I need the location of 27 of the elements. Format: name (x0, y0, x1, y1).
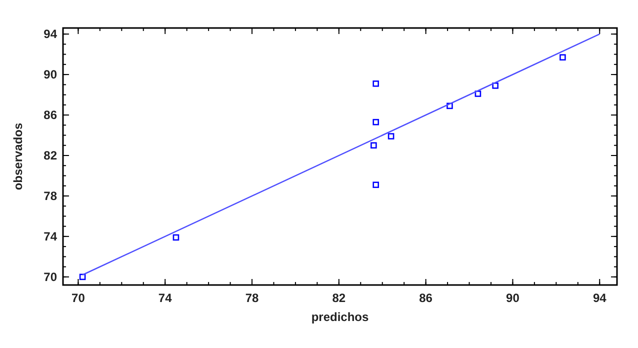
x-tick-label: 78 (245, 291, 260, 305)
y-tick-label: 74 (44, 229, 58, 244)
x-tick-label: 90 (506, 291, 520, 305)
x-tick-label: 70 (72, 291, 86, 305)
x-tick-label: 74 (158, 291, 172, 305)
x-tick-label: 94 (592, 291, 607, 305)
point (474, 90, 482, 97)
point (446, 102, 453, 110)
point (372, 80, 379, 87)
y-tick-label: 90 (44, 68, 58, 82)
y-tick-label: 94 (44, 27, 58, 42)
point (388, 133, 394, 140)
y-tick-label: 70 (44, 270, 58, 284)
y-tick-label: 82 (44, 148, 58, 162)
point (372, 118, 379, 126)
point (79, 274, 86, 280)
point (372, 182, 379, 188)
y-axis-title: observados (11, 122, 25, 190)
point (492, 82, 498, 89)
point (172, 234, 180, 241)
point (370, 142, 377, 149)
x-tick-label: 82 (332, 291, 346, 305)
x-tick-label: 86 (419, 291, 433, 305)
x-axis-title: predichos (311, 310, 369, 324)
point (560, 54, 566, 60)
y-tick-label: 86 (44, 108, 58, 122)
y-tick-label: 78 (44, 188, 58, 203)
